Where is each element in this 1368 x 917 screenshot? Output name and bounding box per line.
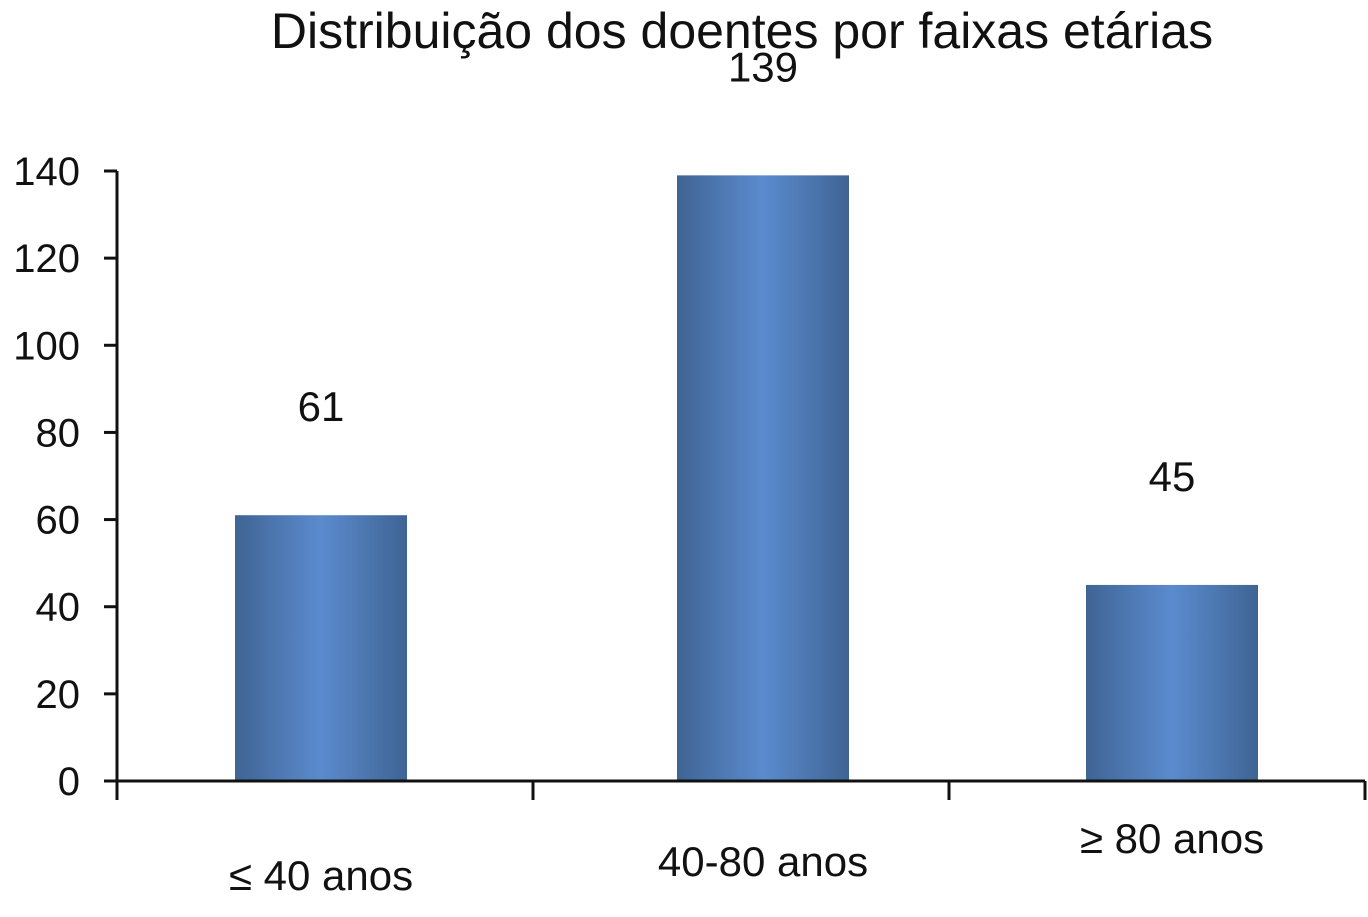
y-tick-label: 40 (36, 586, 81, 630)
data-labels: 61 139 45 (298, 43, 1196, 500)
chart-title: Distribuição dos doentes por faixas etár… (271, 3, 1213, 59)
y-tick-label: 100 (13, 324, 80, 368)
bars (235, 175, 1258, 781)
category-label: 40-80 anos (658, 838, 868, 885)
data-label: 61 (298, 383, 345, 430)
y-tick-label: 20 (36, 673, 81, 717)
bar (677, 175, 849, 781)
y-tick-label: 140 (13, 150, 80, 194)
category-labels: ≤ 40 anos 40-80 anos ≥ 80 anos (229, 815, 1264, 899)
data-label: 139 (728, 43, 798, 90)
y-axis-ticks: 0 20 40 60 80 100 120 140 (13, 150, 117, 804)
y-tick-label: 120 (13, 237, 80, 281)
bar (235, 515, 407, 781)
category-label: ≤ 40 anos (229, 852, 413, 899)
y-tick-label: 0 (58, 760, 80, 804)
data-label: 45 (1149, 453, 1196, 500)
y-tick-label: 80 (36, 411, 81, 455)
bar (1086, 584, 1258, 781)
x-axis-ticks (115, 781, 1367, 800)
y-tick-label: 60 (36, 499, 81, 543)
category-label: ≥ 80 anos (1080, 815, 1264, 862)
